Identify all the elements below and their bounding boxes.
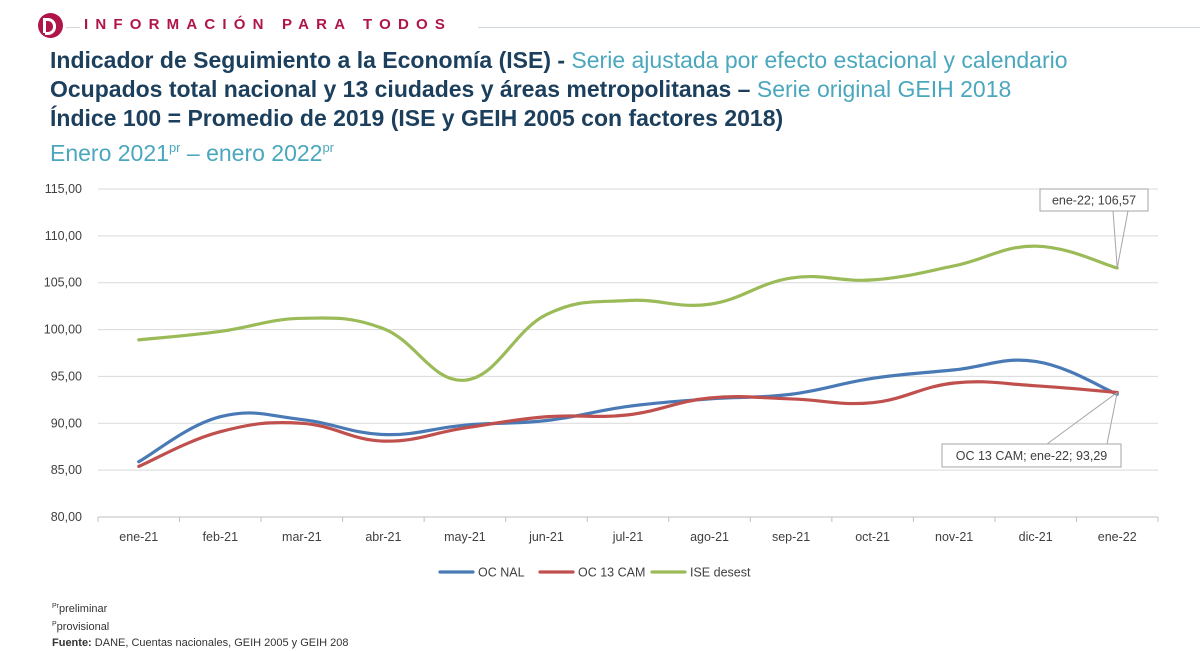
chart-annotations: ene-22; 106,57 OC 13 CAM; ene-22; 93,29 [941,188,1149,468]
x-tick-label: jul-21 [612,530,644,544]
footnote-preliminary: Prpreliminar [52,599,349,617]
dane-logo-icon [38,13,63,38]
title-line-2-bold: Ocupados total nacional y 13 ciudades y … [50,76,757,102]
source-label: Fuente: [52,637,92,649]
y-tick-label: 105,00 [44,276,82,290]
annotation-ise-label: ene-22; 106,57 [1052,194,1136,208]
period-subtitle: Enero 2021pr – enero 2022pr [50,133,1068,168]
source-note: Fuente: DANE, Cuentas nacionales, GEIH 2… [52,635,349,651]
period-end-sup: pr [322,140,335,155]
annotation-box [1039,188,1149,212]
x-tick-label: jun-21 [528,530,564,544]
y-tick-label: 100,00 [44,323,82,337]
period-start: Enero 2021 [50,140,169,166]
source-text: DANE, Cuentas nacionales, GEIH 2005 y GE… [91,637,349,649]
chart-grid [98,188,1158,518]
period-separator: – enero 2022 [180,140,323,166]
annotation-leader [1046,392,1118,445]
y-tick-label: 95,00 [51,369,82,383]
x-tick-label: may-21 [444,530,486,544]
legend-label-oc-nal: OC NAL [478,566,525,580]
footnote-2-text: provisional [56,621,110,633]
title-line-1-light: Serie ajustada por efecto estacional y c… [571,47,1068,73]
title-line-1-bold: Indicador de Seguimiento a la Economía (… [50,47,572,73]
annotation-cam-label: OC 13 CAM; ene-22; 93,29 [956,449,1108,463]
x-tick-label: ago-21 [690,530,729,544]
header-divider-right [478,27,1200,28]
x-tick-label: oct-21 [855,530,890,544]
y-tick-label: 90,00 [51,416,82,430]
chart-legend: OC NAL OC 13 CAM ISE desest [438,566,751,580]
footnote-2-sup: P [52,621,57,628]
line-chart: 80,00 85,00 90,00 95,00 100,00 105,00 110,00 11… [44,182,1159,580]
x-tick-label: nov-21 [935,530,973,544]
x-tick-label: ene-22 [1098,530,1137,544]
y-tick-label: 110,00 [45,229,82,243]
x-tick-label: feb-21 [203,530,238,544]
footnotes: Prpreliminar Pprovisional Fuente: DANE, … [52,599,349,651]
annotation-box [941,443,1122,468]
header-divider-left [66,27,80,28]
x-tick-label: dic-21 [1019,530,1053,544]
footnote-1-text: preliminar [59,603,108,615]
brand-tagline: INFORMACIÓN PARA TODOS [84,16,453,33]
annotation-leader [1106,392,1118,445]
footnote-1-sup: Pr [52,603,59,610]
x-tick-label: sep-21 [772,530,810,544]
title-line-2: Ocupados total nacional y 13 ciudades y … [50,75,1068,104]
title-line-3: Índice 100 = Promedio de 2019 (ISE y GEI… [50,105,784,131]
title-line-1: Indicador de Seguimiento a la Economía (… [50,46,1068,75]
y-axis-ticks: 80,00 85,00 90,00 95,00 100,00 105,00 110,00 11… [44,182,82,524]
x-axis-ticks: ene-21 feb-21 mar-21 abr-21 may-21 jun-21 jul-… [97,517,1159,544]
x-tick-label: ene-21 [119,530,158,544]
period-start-sup: pr [168,140,181,155]
title-line-2-light: Serie original GEIH 2018 [756,76,1012,102]
annotation-leader [1116,210,1129,269]
x-tick-label: abr-21 [365,530,401,544]
series-line-oc-13-cam [137,380,1119,468]
annotation-leader [1112,210,1118,269]
chart-series [137,244,1119,468]
legend-label-ise-desest: ISE desest [690,566,751,580]
legend-label-oc-13-cam: OC 13 CAM [578,566,645,580]
series-line-oc-nal [137,358,1119,464]
y-tick-label: 80,00 [51,510,82,524]
x-tick-label: mar-21 [282,530,322,544]
y-tick-label: 85,00 [51,463,82,477]
series-line-ise-desest [137,244,1119,382]
footnote-provisional: Pprovisional [52,617,349,635]
chart-titles: Indicador de Seguimiento a la Economía (… [50,46,1068,168]
y-tick-label: 115,00 [45,182,82,196]
